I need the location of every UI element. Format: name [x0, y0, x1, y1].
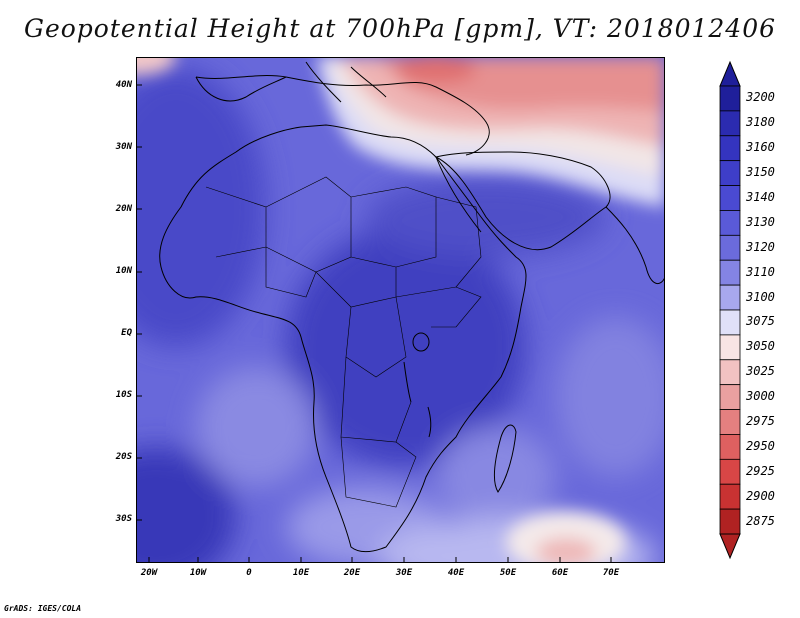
colorbar-swatch	[720, 210, 740, 235]
colorbar-label: 3120	[746, 240, 775, 254]
colorbar-swatch	[720, 186, 740, 211]
colorbar-label: 3180	[746, 115, 775, 129]
colorbar-label: 2900	[746, 489, 775, 503]
lon-label: 10E	[281, 568, 321, 578]
colorbar-swatch	[720, 285, 740, 310]
geopotential-field	[136, 57, 665, 563]
lon-label: 0	[229, 568, 269, 578]
colorbar-swatch	[720, 360, 740, 385]
lon-label: 40E	[436, 568, 476, 578]
colorbar-swatch	[720, 459, 740, 484]
colorbar-arrow-bottom	[720, 534, 740, 558]
colorbar-swatch	[720, 136, 740, 161]
colorbar-label: 2925	[746, 464, 775, 478]
field-blob	[436, 427, 556, 527]
colorbar-label: 3075	[746, 314, 775, 328]
colorbar-swatch	[720, 484, 740, 509]
colorbar-swatch	[720, 335, 740, 360]
colorbar-swatch	[720, 310, 740, 335]
lon-label: 50E	[488, 568, 528, 578]
colorbar-label: 3100	[746, 290, 775, 304]
chart-title: Geopotential Height at 700hPa [gpm], VT:…	[0, 14, 800, 43]
colorbar-swatch	[720, 410, 740, 435]
credit-text: GrADS: IGES/COLA	[4, 604, 81, 613]
colorbar-label: 2875	[746, 514, 775, 528]
colorbar-swatch	[720, 260, 740, 285]
colorbar-label: 3050	[746, 339, 775, 353]
lat-label: 30N	[100, 142, 132, 152]
colorbar-label: 3140	[746, 190, 775, 204]
colorbar-swatch	[720, 111, 740, 136]
lat-label: EQ	[100, 328, 132, 338]
lat-label: 20S	[100, 452, 132, 462]
colorbar-label: 3130	[746, 215, 775, 229]
map-panel	[136, 57, 665, 563]
colorbar-label: 3160	[746, 140, 775, 154]
colorbar-label: 3025	[746, 364, 775, 378]
lat-label: 10S	[100, 390, 132, 400]
colorbar-swatch	[720, 385, 740, 410]
colorbar-swatch	[720, 86, 740, 111]
colorbar-label: 2950	[746, 439, 775, 453]
lon-label: 20E	[332, 568, 372, 578]
colorbar-label: 3150	[746, 165, 775, 179]
lat-label: 40N	[100, 80, 132, 90]
lat-label: 10N	[100, 266, 132, 276]
field-blob	[196, 367, 316, 487]
lon-label: 30E	[384, 568, 424, 578]
colorbar-swatch	[720, 235, 740, 260]
lon-label: 60E	[540, 568, 580, 578]
lat-label: 20N	[100, 204, 132, 214]
lat-label: 30S	[100, 514, 132, 524]
lon-label: 70E	[591, 568, 631, 578]
colorbar-swatch	[720, 434, 740, 459]
colorbar-label: 3110	[746, 265, 775, 279]
lon-label: 10W	[178, 568, 218, 578]
lon-label: 20W	[129, 568, 169, 578]
colorbar-arrow-top	[720, 62, 740, 86]
colorbar-label: 3000	[746, 389, 775, 403]
colorbar-swatch	[720, 509, 740, 534]
colorbar-label: 3200	[746, 90, 775, 104]
colorbar	[718, 60, 742, 560]
colorbar-label: 2975	[746, 414, 775, 428]
colorbar-swatch	[720, 161, 740, 186]
